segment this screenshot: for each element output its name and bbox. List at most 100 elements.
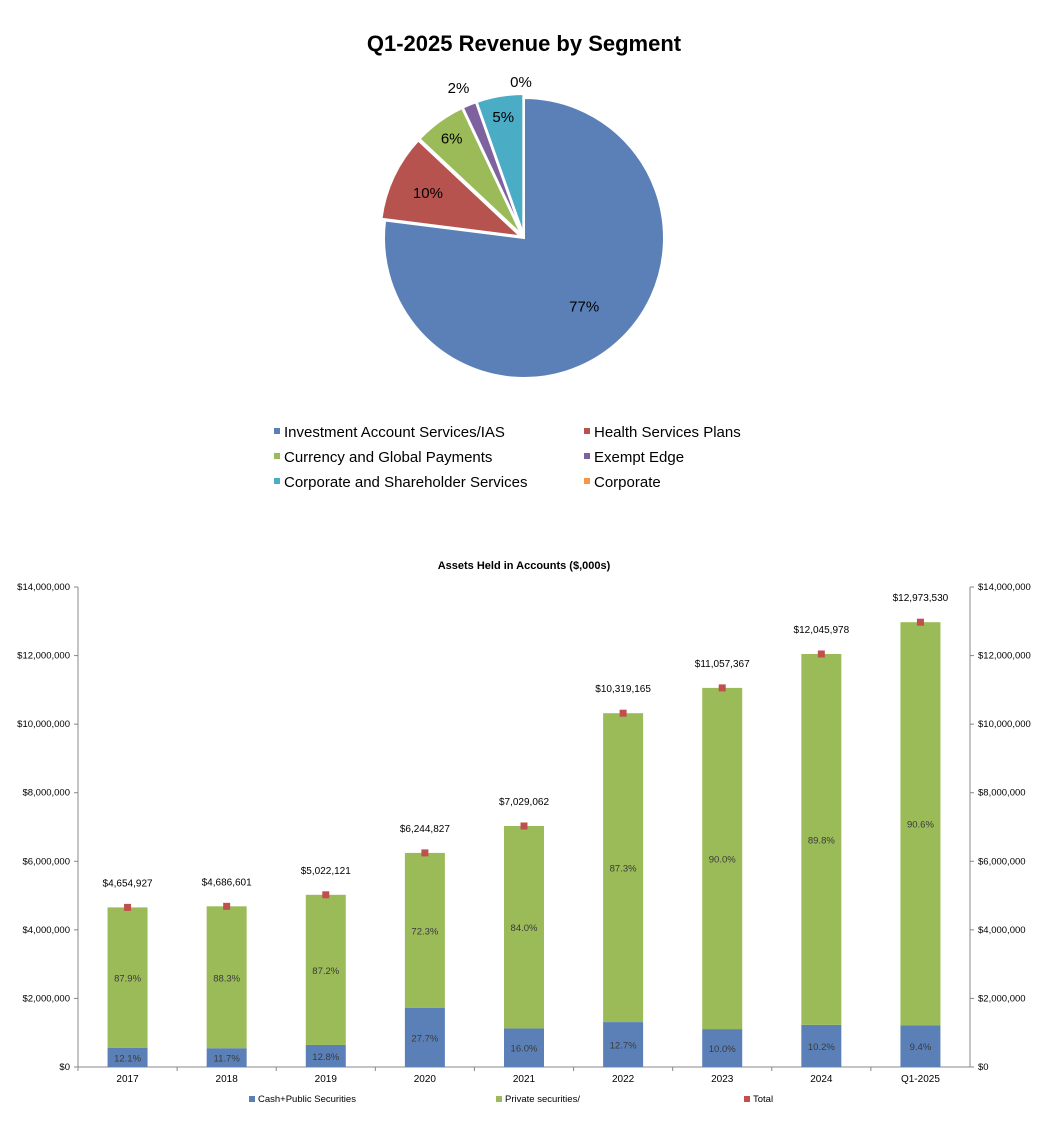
- cash-percent-label: 9.4%: [910, 1042, 932, 1053]
- total-marker-q1-2025: [916, 618, 924, 626]
- bar-cash-public-2021: [504, 1028, 544, 1067]
- pie-label-corporate-and-shareholder-services: 5%: [492, 109, 514, 126]
- x-tick-label: 2018: [216, 1074, 239, 1085]
- bar-cash-public-q1-2025: [900, 1025, 941, 1067]
- pie-legend-label: Currency and Global Payments: [284, 449, 492, 466]
- bar-private-2022: [603, 713, 644, 1023]
- pie-legend-swatch: [274, 478, 280, 484]
- bar-private-2019: [305, 894, 346, 1045]
- cash-percent-label: 11.7%: [214, 1054, 241, 1065]
- total-marker-2017: [124, 903, 132, 911]
- pie-legend-swatch: [274, 428, 280, 434]
- bar-bars: [107, 618, 941, 1067]
- bar-cash-public-2019: [305, 1044, 346, 1067]
- pie-legend-label: Exempt Edge: [594, 449, 684, 466]
- private-percent-label: 87.2%: [312, 966, 339, 977]
- bar-legend-label: Cash+Public Securities: [258, 1094, 356, 1105]
- private-percent-label: 88.3%: [213, 973, 240, 984]
- bar-legend-swatch: [496, 1096, 502, 1102]
- cash-percent-label: 12.8%: [312, 1052, 339, 1063]
- pie-label-investment-account-services-ias: 77%: [569, 298, 599, 315]
- y-tick-label-right: $14,000,000: [978, 582, 1031, 593]
- y-tick-label-left: $4,000,000: [22, 925, 70, 936]
- cash-percent-label: 12.7%: [610, 1041, 637, 1052]
- bar-legend-label: Private securities/: [505, 1094, 580, 1105]
- total-value-label: $4,686,601: [202, 877, 252, 888]
- total-value-label: $4,654,927: [103, 878, 153, 889]
- pie-legend-swatch: [584, 453, 590, 459]
- x-tick-label: 2017: [116, 1074, 139, 1085]
- bar-legend: Cash+Public Securities Private securities…: [249, 1094, 773, 1105]
- total-value-label: $12,045,978: [794, 625, 850, 636]
- pie-title: Q1-2025 Revenue by Segment: [367, 31, 682, 56]
- pie-legend-item-currency-and-global-payments: Currency and Global Payments: [274, 449, 492, 466]
- pie-legend-item-investment-account-services-ias: Investment Account Services/IAS: [274, 424, 505, 441]
- total-marker-2018: [223, 902, 231, 910]
- x-tick-label: Q1-2025: [901, 1074, 940, 1085]
- bar-cash-public-2017: [107, 1047, 148, 1067]
- bar-private-2024: [801, 653, 842, 1025]
- total-value-label: $5,022,121: [301, 866, 351, 877]
- pie-label-exempt-edge: 2%: [448, 80, 470, 97]
- bar-private-q1-2025: [900, 622, 941, 1026]
- bar-legend-label: Total: [753, 1094, 773, 1105]
- pie-labels: 77% 10% 6% 2% 5% 0%: [413, 74, 599, 315]
- total-marker-2024: [817, 650, 825, 658]
- total-marker-2021: [520, 822, 528, 830]
- bar-labels: 12.1% 87.9% $4,654,927 11.7% 88.3% $4,686,601…: [103, 593, 949, 1064]
- x-tick-label: 2024: [810, 1074, 833, 1085]
- bar-cash-public-2022: [603, 1022, 644, 1067]
- pie-legend-label: Health Services Plans: [594, 424, 741, 441]
- cash-percent-label: 10.2%: [808, 1042, 835, 1053]
- cash-percent-label: 27.7%: [411, 1033, 438, 1044]
- bar-private-2021: [504, 826, 544, 1029]
- pie-legend-swatch: [584, 428, 590, 434]
- bar-title: Assets Held in Accounts ($,000s): [438, 560, 611, 572]
- total-marker-2020: [421, 849, 429, 857]
- pie-legend-swatch: [584, 478, 590, 484]
- pie-legend-label: Corporate and Shareholder Services: [284, 474, 527, 491]
- y-tick-label-left: $8,000,000: [22, 788, 70, 799]
- x-tick-label: 2022: [612, 1074, 635, 1085]
- total-value-label: $7,029,062: [499, 797, 549, 808]
- pie-legend-item-corporate: Corporate: [584, 474, 661, 491]
- pie-legend: Investment Account Services/IAS Health Se…: [274, 424, 741, 491]
- y-tick-label-right: $4,000,000: [978, 925, 1026, 936]
- pie-legend-item-health-services-plans: Health Services Plans: [584, 424, 741, 441]
- pie-slice-health-services-plans: [380, 139, 524, 238]
- bar-private-2018: [206, 906, 247, 1049]
- pie-legend-label: Corporate: [594, 474, 661, 491]
- revenue-pie-chart: Q1-2025 Revenue by Segment 77% 10% 6% 2% 5% 0…: [274, 31, 741, 491]
- bar-legend-swatch: [249, 1096, 255, 1102]
- pie-slice-investment-account-services-ias: [383, 96, 665, 379]
- private-percent-label: 87.9%: [114, 974, 141, 985]
- total-marker-2022: [619, 709, 627, 717]
- private-percent-label: 87.3%: [610, 864, 637, 875]
- assets-bar-chart: Assets Held in Accounts ($,000s) $0 $0 $2,…: [17, 560, 1031, 1105]
- pie-legend-item-exempt-edge: Exempt Edge: [584, 449, 684, 466]
- pie-legend-swatch: [274, 453, 280, 459]
- total-marker-2019: [322, 891, 330, 899]
- x-tick-label: 2021: [513, 1074, 536, 1085]
- y-tick-label-right: $12,000,000: [978, 651, 1031, 662]
- pie-label-corporate: 0%: [510, 74, 532, 91]
- pie-legend-item-corporate-and-shareholder-services: Corporate and Shareholder Services: [274, 474, 527, 491]
- y-tick-label-right: $6,000,000: [978, 856, 1026, 867]
- bar-cash-public-2024: [801, 1024, 842, 1067]
- y-tick-label-right: $2,000,000: [978, 993, 1026, 1004]
- y-tick-label-left: $12,000,000: [17, 651, 70, 662]
- pie-legend-label: Investment Account Services/IAS: [284, 424, 505, 441]
- total-value-label: $6,244,827: [400, 824, 450, 835]
- private-percent-label: 89.8%: [808, 835, 835, 846]
- bar-cash-public-2018: [206, 1048, 247, 1067]
- bar-legend-item-cash-public-securities: Cash+Public Securities: [249, 1094, 356, 1105]
- x-tick-label: 2020: [414, 1074, 437, 1085]
- y-tick-label-left: $14,000,000: [17, 582, 70, 593]
- y-tick-label-left: $6,000,000: [22, 856, 70, 867]
- total-marker-2023: [718, 684, 726, 692]
- private-percent-label: 72.3%: [411, 926, 438, 937]
- bar-legend-item-private-securities: Private securities/: [496, 1094, 580, 1105]
- y-tick-label-left: $0: [59, 1062, 70, 1073]
- total-value-label: $12,973,530: [893, 593, 949, 604]
- private-percent-label: 90.6%: [907, 820, 934, 831]
